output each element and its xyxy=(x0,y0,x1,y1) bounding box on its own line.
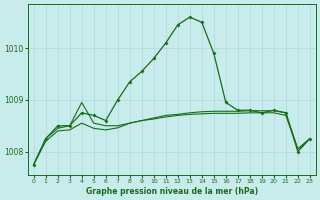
X-axis label: Graphe pression niveau de la mer (hPa): Graphe pression niveau de la mer (hPa) xyxy=(86,187,258,196)
